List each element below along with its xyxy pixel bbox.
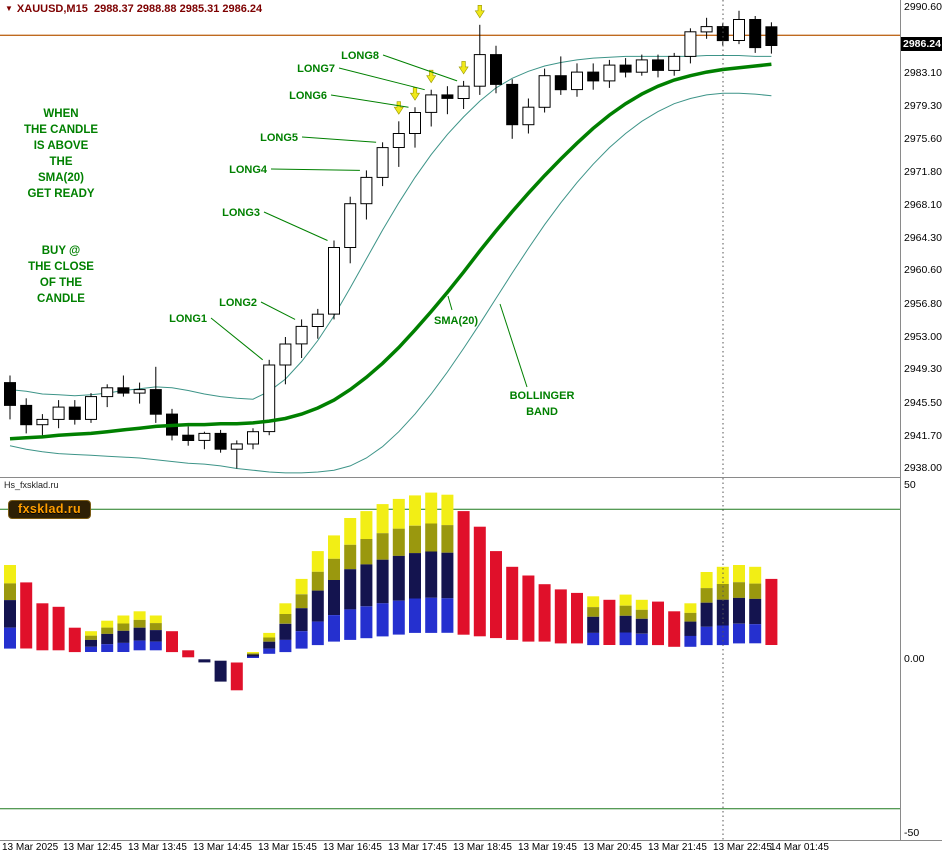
time-tick: 13 Mar 14:45 [193, 842, 252, 853]
long-label: LONG5 [260, 132, 298, 144]
indicator-tick: 0.00 [904, 653, 925, 665]
buy-arrow-icon [474, 5, 485, 19]
long-label: LONG2 [219, 297, 257, 309]
long-label: LONG7 [297, 63, 335, 75]
indicator-tick: -50 [904, 827, 920, 840]
price-tick: 2990.60 [904, 1, 942, 14]
time-axis[interactable]: 13 Mar 2025 13 Mar 12:45 13 Mar 13:45 13 Ma… [0, 840, 942, 854]
sma-label: SMA(20) [434, 315, 478, 327]
buy-arrow-icon [458, 61, 469, 75]
price-tick: 2979.30 [904, 100, 942, 113]
fxsklad-watermark: fxsklad.ru [8, 500, 92, 519]
indicator-canvas[interactable] [0, 478, 900, 840]
chart-title-symbol: XAUUSD,M15 [16, 3, 88, 15]
long-label: LONG3 [222, 207, 260, 219]
sma20-line [9, 62, 772, 441]
price-axis[interactable]: 2986.24 2990.60 2983.10 2979.30 2975.60 2971… [900, 0, 942, 840]
dropdown-triangle-icon[interactable]: ▼ [5, 4, 13, 13]
price-tick: 2975.60 [904, 132, 942, 145]
bollinger-label: BAND [526, 406, 558, 418]
time-tick: 13 Mar 12:45 [63, 842, 122, 853]
long-label: LONG8 [341, 50, 379, 62]
time-tick: 13 Mar 21:45 [648, 842, 707, 853]
price-tick: 2968.10 [904, 198, 942, 211]
time-tick: 13 Mar 13:45 [128, 842, 187, 853]
price-chart-canvas[interactable]: LONG1 LONG2 LONG3 LONG4 LONG5 LONG6 LONG7 LONG8… [0, 0, 900, 478]
price-tick: 2971.80 [904, 166, 942, 179]
chart-title-ohlc: 2988.37 2988.88 2985.31 2986.24 [93, 3, 263, 15]
price-tick: 2938.00 [904, 462, 942, 475]
price-tick: 2964.30 [904, 231, 942, 244]
histogram-bars [4, 492, 778, 691]
time-tick: 14 Mar 01:45 [770, 842, 829, 853]
panel-divider[interactable] [0, 477, 942, 478]
indicator-name: Hs_fxsklad.ru [4, 480, 59, 490]
price-tick: 2983.10 [904, 67, 942, 80]
price-tick: 2956.80 [904, 297, 942, 310]
price-tick: 2953.00 [904, 330, 942, 343]
buy-arrow-icon [393, 101, 404, 115]
price-tick: 2949.30 [904, 363, 942, 376]
time-tick: 13 Mar 16:45 [323, 842, 382, 853]
current-price-box: 2986.24 [901, 37, 942, 52]
annotation-get-ready: WHEN THE CANDLE IS ABOVE THE SMA(20) GET… [23, 108, 99, 200]
price-tick: 2945.50 [904, 396, 942, 409]
price-tick: 2941.70 [904, 430, 942, 443]
long-label: LONG4 [229, 164, 268, 176]
price-tick: 2960.60 [904, 264, 942, 277]
bollinger-label: BOLLINGER [510, 390, 575, 402]
bollinger-bands [9, 55, 772, 474]
long-label: LONG6 [289, 90, 327, 102]
buy-arrow-icon [409, 87, 421, 101]
time-tick: 13 Mar 2025 [2, 842, 59, 853]
candles [4, 10, 778, 469]
time-tick: 13 Mar 20:45 [583, 842, 642, 853]
buy-arrow-icon [426, 69, 437, 84]
time-tick: 13 Mar 22:45 [713, 842, 772, 853]
indicator-tick: 50 [904, 478, 916, 491]
time-tick: 13 Mar 18:45 [453, 842, 512, 853]
time-tick: 13 Mar 15:45 [258, 842, 317, 853]
time-tick: 13 Mar 17:45 [388, 842, 447, 853]
annotation-buy-close: BUY @ THE CLOSE OF THE CANDLE [28, 245, 94, 305]
chart-title: ▼ XAUUSD,M15 2988.37 2988.88 2985.31 2986… [5, 3, 262, 15]
time-tick: 13 Mar 19:45 [518, 842, 577, 853]
long-label: LONG1 [169, 313, 207, 325]
